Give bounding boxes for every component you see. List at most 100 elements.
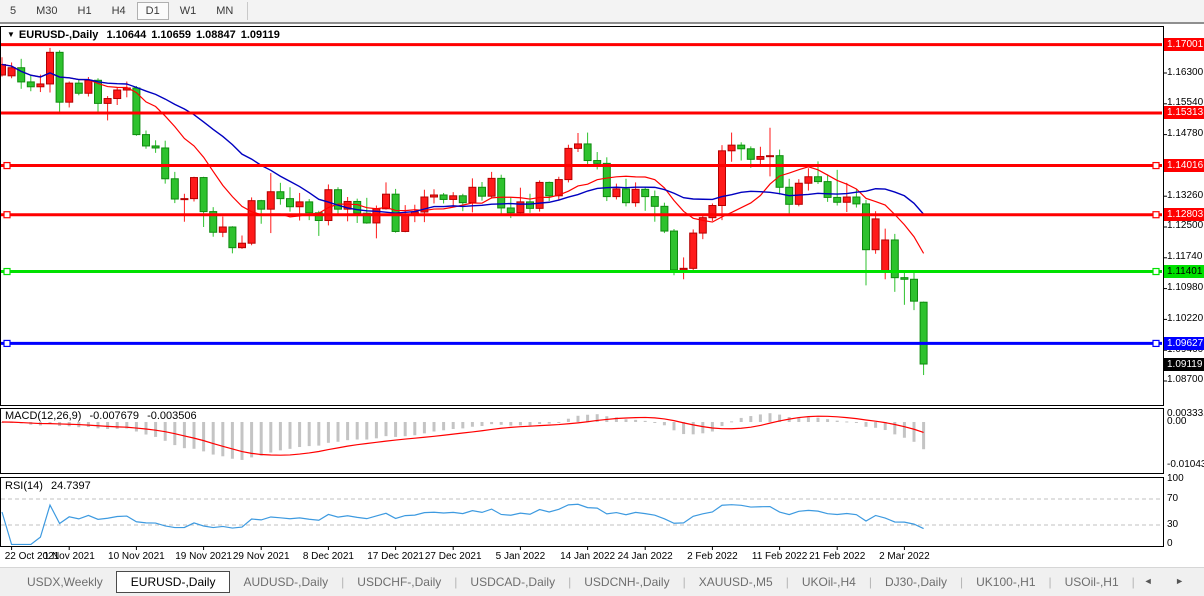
tab-divider: | (1131, 575, 1135, 589)
macd-scale-zero: 0.00 (1167, 416, 1187, 427)
hline-price-label-1.09627: 1.09627 (1164, 337, 1204, 350)
macd-indicator-header: MACD(12,26,9) -0.007679 -0.003506 (5, 410, 202, 422)
ohlc-low: 1.08847 (195, 29, 236, 41)
timeframe-button-w1[interactable]: W1 (179, 5, 197, 17)
hline-handle[interactable] (3, 267, 11, 276)
time-label-2-mar-2022: 2 Mar 2022 (879, 551, 930, 562)
rsi-scale-0: 0 (1167, 538, 1173, 549)
hline-price-label-1.15313: 1.15313 (1164, 106, 1204, 119)
tab-uk100-h1[interactable]: UK100-,H1 (976, 575, 1036, 589)
tab-divider: | (868, 575, 872, 589)
hline-handle[interactable] (1152, 161, 1160, 170)
time-label-29-nov-2021: 29 Nov 2021 (232, 551, 290, 562)
hline-handle[interactable] (3, 161, 11, 170)
hline-handle[interactable] (3, 339, 11, 348)
timeframe-toolbar: 5 M30 H1 H4 D1 W1 MN (0, 0, 1204, 22)
hline-price-label-1.12803: 1.12803 (1164, 208, 1204, 221)
time-label-14-jan-2022: 14 Jan 2022 (560, 551, 616, 562)
macd-scale-max: 0.003331 (1167, 408, 1204, 419)
time-label-8-dec-2021: 8 Dec 2021 (302, 551, 354, 562)
current-price-label: 1.09119 (1164, 358, 1204, 371)
macd-main-value: -0.007679 (89, 410, 140, 422)
time-label-24-jan-2022: 24 Jan 2022 (617, 551, 673, 562)
timeframe-button-d1[interactable]: D1 (136, 2, 169, 20)
hline-handle[interactable] (1152, 339, 1160, 348)
timeframe-button-m30[interactable]: M30 (36, 5, 58, 17)
chart-tab-bar: USDX,Weekly EURUSD-,Daily AUDUSD-,Daily | US… (0, 567, 1204, 596)
rsi-panel-frame (0, 477, 1164, 547)
rsi-scale-30: 30 (1167, 519, 1179, 530)
timeframe-button-h1[interactable]: H1 (77, 5, 92, 17)
ma-slow-line (1, 63, 925, 215)
tab-divider: | (682, 575, 686, 589)
hline-price-label-1.14016: 1.14016 (1164, 159, 1204, 172)
time-label-10-nov-2021: 10 Nov 2021 (108, 551, 165, 562)
ma-fast-line (1, 63, 925, 254)
rsi-label: RSI(14) (5, 480, 43, 492)
time-label-11-feb-2022: 11 Feb 2022 (751, 551, 808, 562)
price-label-1.11740: 1.11740 (1167, 251, 1203, 262)
tab-divider: | (1048, 575, 1052, 589)
time-label-22-oct-2021: 22 Oct 2021 (4, 551, 60, 562)
symbol-dropdown-icon[interactable]: ▼ (7, 30, 15, 39)
rsi-value: 24.7397 (50, 480, 91, 492)
chart-title: ▼ EURUSD-,Daily 1.10644 1.10659 1.08847 1.09… (7, 29, 285, 41)
tab-usdcad-daily[interactable]: USDCAD-,Daily (470, 575, 556, 589)
tab-divider: | (454, 575, 458, 589)
price-label-1.15540: 1.15540 (1167, 97, 1204, 108)
price-label-1.13260: 1.13260 (1167, 190, 1204, 201)
macd-scale-min: -0.01043 (1167, 459, 1204, 470)
time-label-27-dec-2021: 27 Dec 2021 (424, 551, 482, 562)
hline-handle[interactable] (1152, 211, 1160, 219)
tab-divider: | (568, 575, 572, 589)
ohlc-close: 1.09119 (240, 29, 280, 41)
hline-price-label-1.17001: 1.17001 (1164, 38, 1204, 51)
tab-audusd-daily[interactable]: AUDUSD-,Daily (243, 575, 329, 589)
ohlc-high: 1.10659 (151, 29, 191, 41)
rsi-scale-100: 100 (1167, 473, 1184, 484)
tab-usdchf-daily[interactable]: USDCHF-,Daily (357, 575, 442, 589)
ohlc-open: 1.10644 (106, 29, 147, 41)
price-label-1.10980: 1.10980 (1167, 282, 1204, 293)
tab-divider: | (341, 575, 345, 589)
time-label-2-feb-2022: 2 Feb 2022 (687, 551, 738, 562)
price-label-1.08700: 1.08700 (1167, 374, 1204, 385)
timeframe-button-5[interactable]: 5 (10, 5, 17, 17)
time-label-19-nov-2021: 19 Nov 2021 (175, 551, 232, 562)
hline-price-label-1.11401: 1.11401 (1164, 265, 1204, 278)
macd-signal-line (1, 415, 924, 456)
tab-scroll-right-icon[interactable]: ► (1175, 576, 1194, 586)
candles-layer (1, 47, 928, 376)
rsi-indicator-header: RSI(14) 24.7397 (5, 480, 96, 492)
tab-divider: | (960, 575, 964, 589)
macd-signal-value: -0.003506 (147, 410, 197, 422)
tab-xauusd-m5[interactable]: XAUUSD-,M5 (698, 575, 773, 589)
timeframe-button-h4[interactable]: H4 (111, 5, 126, 17)
time-label-21-feb-2022: 21 Feb 2022 (809, 551, 866, 562)
hline-handle[interactable] (1152, 267, 1160, 276)
tab-scroll-left-icon[interactable]: ◄ (1143, 576, 1163, 586)
tab-dj30-daily[interactable]: DJ30-,Daily (884, 575, 947, 589)
time-label-5-jan-2022: 5 Jan 2022 (495, 551, 546, 562)
chart-symbol-label: EURUSD-,Daily (18, 29, 99, 41)
toolbar-group-divider (247, 2, 249, 20)
price-label-1.14780: 1.14780 (1167, 128, 1204, 139)
price-label-1.10220: 1.10220 (1167, 313, 1204, 324)
price-label-1.16300: 1.16300 (1167, 67, 1204, 78)
price-label-1.12500: 1.12500 (1167, 220, 1204, 231)
macd-label: MACD(12,26,9) (5, 410, 82, 422)
rsi-line (1, 503, 924, 545)
tab-scroll-arrows: ◄ ► (1144, 576, 1194, 586)
tab-usoil-h1[interactable]: USOil-,H1 (1064, 575, 1119, 589)
timeframe-button-mn[interactable]: MN (216, 5, 234, 17)
tab-usdx-weekly[interactable]: USDX,Weekly (27, 575, 103, 589)
time-label-1-nov-2021: 1 Nov 2021 (43, 551, 95, 562)
toolbar-separator (0, 22, 1204, 24)
tab-usdcnh-daily[interactable]: USDCNH-,Daily (584, 575, 670, 589)
tab-eurusd-daily[interactable]: EURUSD-,Daily (115, 571, 231, 593)
rsi-scale-70: 70 (1167, 493, 1179, 504)
hline-handle[interactable] (3, 211, 11, 219)
tab-ukoil-h4[interactable]: UKOil-,H4 (801, 575, 856, 589)
